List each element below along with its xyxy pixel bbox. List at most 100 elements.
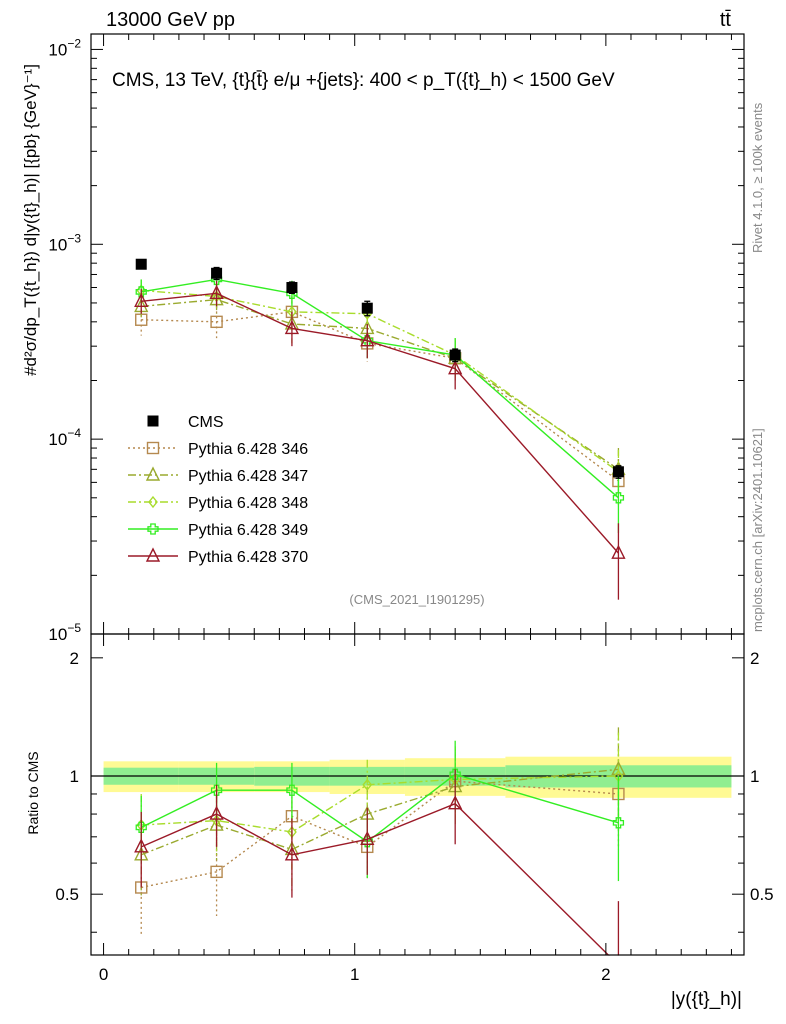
tick-label-base: 10	[48, 40, 67, 59]
data-point	[211, 267, 223, 279]
energy-label: 13000 GeV pp	[106, 9, 235, 31]
main-y-tick-label: 10−3	[48, 231, 81, 254]
ratio-bands	[103, 756, 732, 798]
legend-item: Pythia 6.428 346	[128, 441, 308, 458]
ratio-point	[134, 838, 149, 853]
series-pythia-6-428-370	[134, 280, 626, 600]
data-point	[284, 319, 300, 335]
ratio-point	[209, 805, 224, 820]
ratio-y-tick-label: 2	[70, 649, 79, 668]
series-pythia-6-428-348	[136, 279, 624, 497]
ratio-series-pythia-6-428-347	[134, 727, 626, 898]
series-pythia-6-428-349	[135, 268, 625, 533]
tick-label-exponent: −5	[67, 621, 81, 635]
data-point	[135, 258, 147, 270]
main-plot-frame	[90, 33, 745, 635]
tick-label-exponent: −2	[67, 36, 81, 50]
mcplots-side-label: mcplots.cern.ch [arXiv:2401.10621]	[750, 428, 765, 632]
ratio-point	[449, 768, 461, 780]
legend-marker	[147, 415, 159, 427]
ratio-clip-mask	[90, 955, 745, 1024]
main-y-tick-label: 10−5	[48, 621, 81, 644]
legend-item: Pythia 6.428 349	[128, 522, 308, 539]
data-point	[612, 466, 624, 478]
tick-label-exponent: −3	[67, 231, 81, 245]
ratio-point	[448, 795, 463, 810]
process-label: tt̄	[720, 9, 732, 31]
x-axis-label: |y({t}_h)|	[671, 989, 742, 1010]
legend-label: Pythia 6.428 347	[188, 468, 308, 485]
main-y-tick-label: 10−4	[48, 426, 81, 449]
data-point	[209, 284, 224, 300]
ratio-y-axis-label: Ratio to CMS	[25, 751, 41, 834]
tick-label-base: 10	[48, 625, 67, 644]
tick-label-base: 10	[48, 430, 67, 449]
series-line	[141, 289, 619, 473]
x-tick-label: 2	[601, 965, 610, 984]
ratio-point	[210, 784, 223, 796]
ratio-line	[141, 780, 619, 889]
data-point	[612, 492, 625, 504]
ratio-point	[612, 817, 625, 829]
ratio-point	[135, 821, 147, 833]
legend-marker	[146, 441, 160, 455]
legend-label: Pythia 6.428 349	[188, 522, 308, 539]
ratio-point	[361, 836, 373, 848]
legend-marker	[148, 495, 158, 509]
ratio-plot-frame	[90, 633, 745, 956]
main-plot-title: CMS, 13 TeV, {t}{t̄} e/μ +{jets}: 400 < …	[112, 70, 615, 91]
legend-marker	[145, 466, 161, 481]
data-point	[135, 286, 147, 298]
data-point	[210, 315, 223, 329]
main-series-layer	[90, 0, 745, 600]
ratio-point	[611, 760, 626, 776]
ratio-point	[360, 830, 375, 845]
ratio-point	[210, 865, 223, 879]
ratio-line	[140, 768, 619, 856]
ratio-y-tick-label-right: 1	[750, 767, 759, 786]
x-tick-label: 0	[99, 965, 108, 984]
ratio-series-layer	[90, 727, 745, 1024]
rivet-side-label: Rivet 4.1.0, ≥ 100k events	[750, 102, 765, 253]
data-point	[448, 360, 463, 375]
series-line	[141, 298, 619, 470]
ratio-series-pythia-6-428-348	[136, 732, 624, 869]
main-clip-mask	[90, 0, 745, 34]
main-y-axis-label: #d²σ/dp_T({t_h}) d|y({t}_h)| [{pb} {GeV}…	[21, 64, 40, 376]
ratio-line	[140, 802, 619, 966]
ratio-point	[362, 778, 373, 791]
analysis-tag: (CMS_2021_I1901295)	[349, 592, 484, 607]
axis-tick-labels: 10−510−410−310−20 1 20.5 0.51 12 2	[48, 36, 773, 984]
ratio-point	[284, 846, 300, 861]
ratio-line	[141, 775, 619, 833]
data-point	[361, 302, 373, 314]
legend-item: Pythia 6.428 348	[128, 495, 308, 512]
legend-marker	[145, 547, 161, 562]
ratio-y-tick-label: 0.5	[55, 885, 79, 904]
series-line	[141, 278, 619, 499]
legend-marker	[147, 523, 159, 535]
data-point	[134, 292, 149, 307]
axis-ticks	[91, 34, 744, 955]
ratio-y-tick-label: 1	[70, 767, 79, 786]
ratio-y-tick-label-right: 2	[750, 649, 759, 668]
data-point	[360, 332, 375, 347]
legend-item: CMS	[147, 414, 224, 431]
legend: CMS Pythia 6.428 346 Pythia 6.428 347 Pythi…	[128, 414, 308, 566]
series-line	[141, 292, 619, 554]
legend-label: Pythia 6.428 348	[188, 495, 308, 512]
legend-item: Pythia 6.428 370	[128, 547, 308, 566]
main-y-tick-label: 10−2	[48, 36, 81, 59]
ratio-line	[140, 773, 619, 843]
legend-label: Pythia 6.428 370	[188, 549, 308, 566]
legend-label: CMS	[188, 414, 224, 431]
data-point	[611, 544, 626, 559]
ratio-point	[286, 784, 298, 796]
tick-label-exponent: −4	[67, 426, 81, 440]
legend-label: Pythia 6.428 346	[188, 441, 308, 458]
tick-label-base: 10	[48, 235, 67, 254]
ratio-y-tick-label-right: 0.5	[750, 885, 774, 904]
series-pythia-6-428-347	[134, 286, 626, 493]
legend-item: Pythia 6.428 347	[128, 466, 308, 485]
